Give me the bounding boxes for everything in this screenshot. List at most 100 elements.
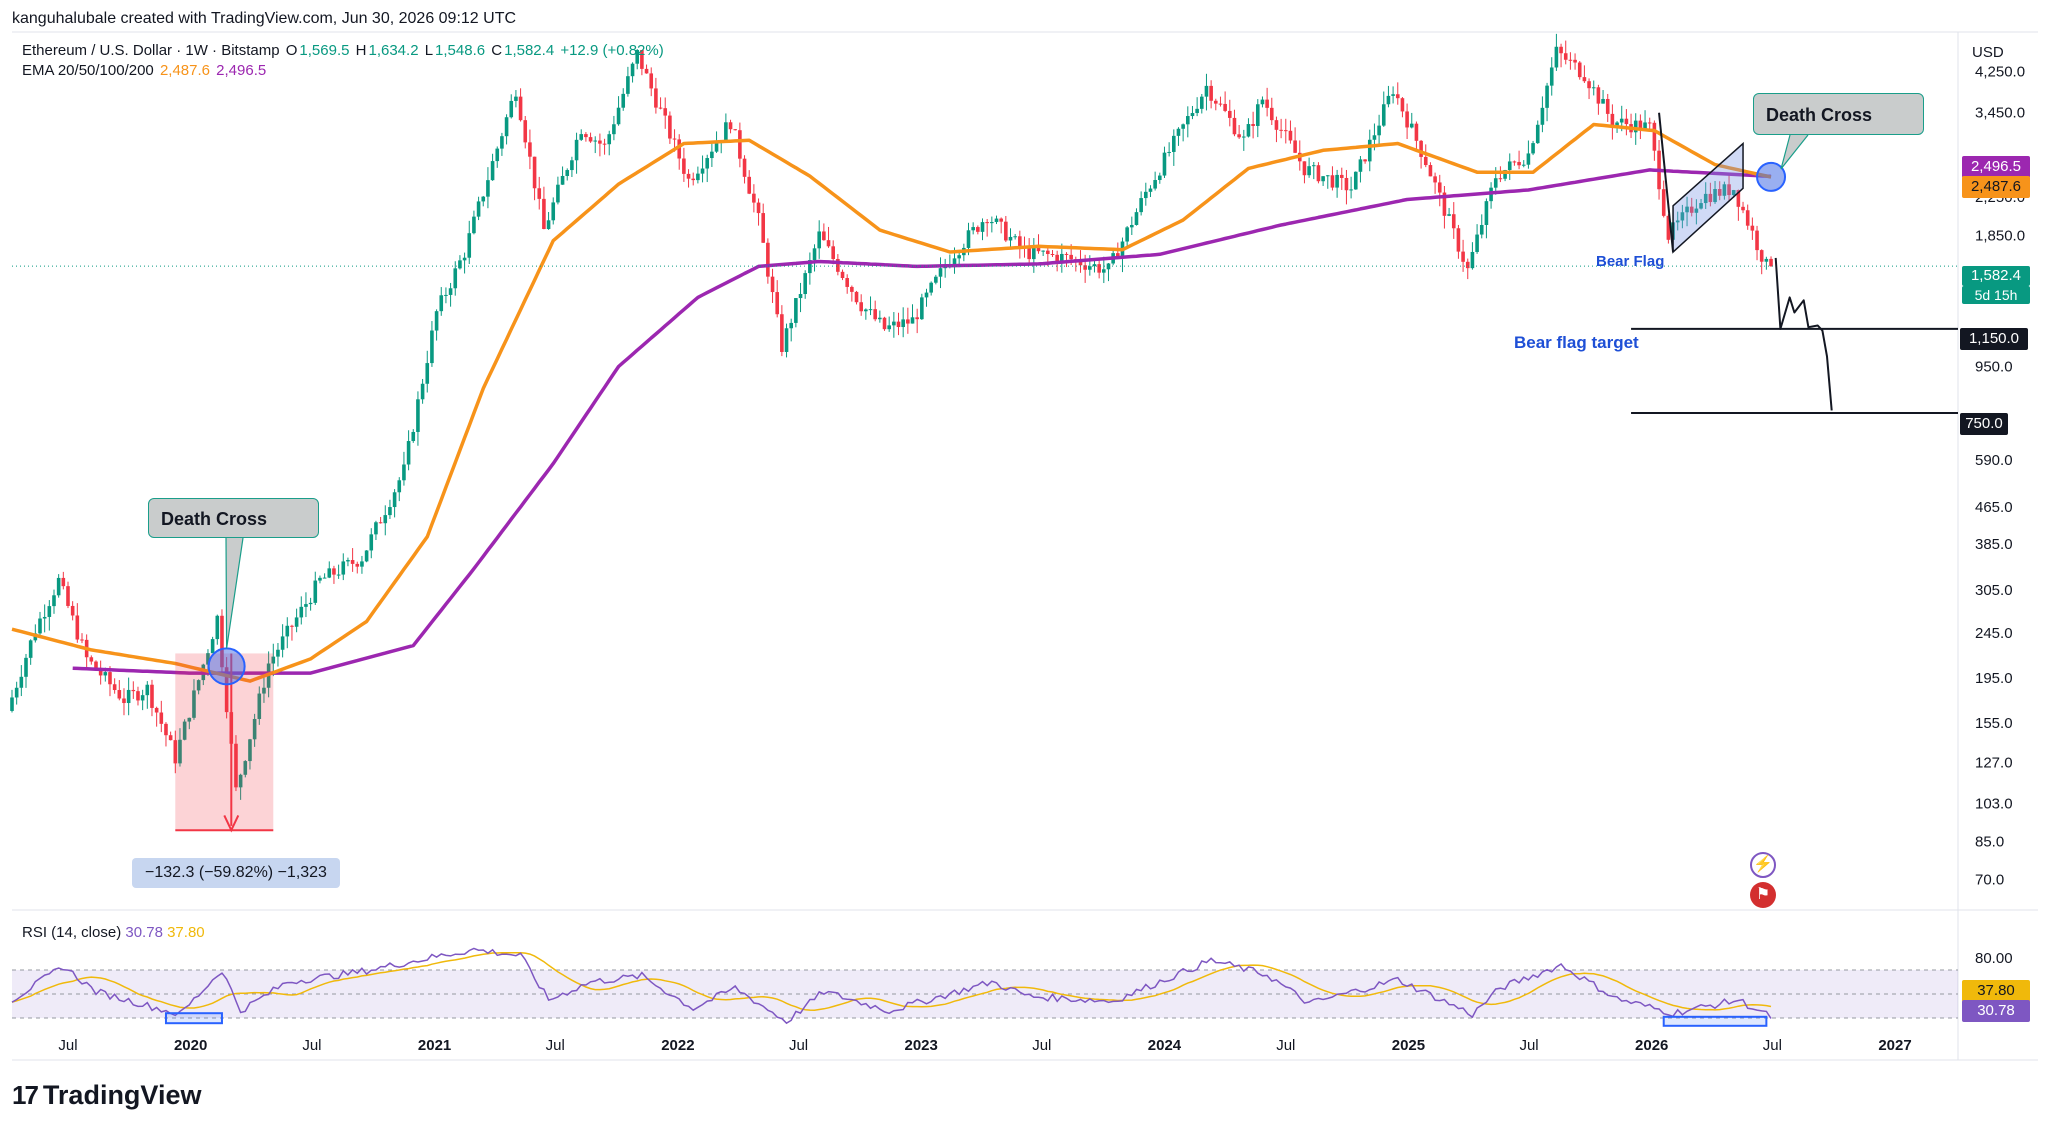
flag-icon[interactable]: ⚑ — [1750, 882, 1776, 908]
candle-body — [1004, 221, 1008, 241]
currency-label[interactable]: USD — [1972, 44, 2004, 61]
candle — [971, 222, 975, 235]
candle — [822, 223, 826, 241]
candle-body — [1601, 98, 1605, 104]
candle-body — [215, 615, 220, 640]
candle — [808, 252, 812, 285]
candle-body — [654, 88, 658, 108]
rsi-label[interactable]: RSI (14, close) — [22, 924, 122, 941]
candle-body — [416, 399, 420, 432]
candle-body — [598, 140, 602, 144]
candle-body — [1358, 159, 1363, 172]
candle — [1232, 109, 1237, 137]
candle — [854, 290, 859, 305]
ema50-line — [11, 122, 1772, 683]
symbol-name[interactable]: Ethereum / U.S. Dollar · 1W · Bitstamp — [22, 42, 280, 59]
candle — [644, 64, 649, 74]
candle — [1130, 216, 1134, 235]
candle — [1041, 250, 1045, 256]
candle — [607, 130, 612, 156]
candle-body — [364, 550, 369, 562]
candle — [1745, 204, 1750, 230]
candle-body — [1703, 193, 1708, 204]
candle-body — [1050, 254, 1055, 256]
candle-body — [1321, 176, 1325, 182]
candle — [341, 553, 346, 581]
candle-body — [1456, 228, 1461, 252]
candle — [425, 350, 430, 393]
candle — [1008, 228, 1013, 247]
candle — [318, 575, 322, 584]
candle-body — [1549, 67, 1554, 86]
candle-body — [924, 292, 929, 298]
candle — [1097, 257, 1101, 279]
candle-body — [826, 240, 831, 247]
candle — [1092, 260, 1097, 273]
candle-body — [10, 697, 14, 711]
candle-body — [738, 130, 742, 159]
candle-body — [1442, 192, 1447, 216]
candle — [1517, 150, 1521, 170]
candle-body — [971, 227, 975, 231]
candle-body — [1046, 250, 1050, 255]
candle-body — [1694, 208, 1699, 213]
candle — [1750, 217, 1755, 240]
candle — [980, 218, 985, 241]
lightning-icon[interactable]: ⚡ — [1750, 852, 1776, 878]
candle — [182, 719, 187, 741]
candle — [448, 282, 453, 307]
candle — [1736, 189, 1741, 221]
candle — [1050, 250, 1055, 257]
candle-body — [691, 178, 696, 181]
candle — [1685, 196, 1689, 227]
tradingview-logo[interactable]: 17 TradingView — [12, 1080, 201, 1111]
candle — [192, 679, 196, 720]
death-cross-callout-2026[interactable]: Death Cross — [1753, 93, 1924, 135]
candle-body — [1255, 104, 1260, 126]
candle — [490, 153, 495, 181]
candle-body — [1619, 118, 1624, 123]
candle-body — [1381, 104, 1386, 126]
candle — [1181, 123, 1185, 142]
candle-body — [1661, 189, 1666, 216]
time-tick-label: 2026 — [1635, 1037, 1668, 1054]
candle-body — [1713, 189, 1717, 203]
candle — [467, 220, 472, 265]
candle — [1260, 96, 1265, 108]
measure-arrow-head — [223, 815, 240, 833]
candle-body — [1190, 113, 1195, 117]
candle-body — [906, 319, 910, 324]
candle-body — [327, 568, 332, 578]
candle-body — [1209, 85, 1213, 101]
price-tick-label: 3,450.0 — [1975, 105, 2025, 122]
candle-body — [1745, 210, 1750, 226]
candle — [1172, 129, 1176, 166]
candle — [1475, 224, 1479, 254]
candle — [868, 296, 873, 316]
candle-body — [1573, 59, 1577, 63]
candle-body — [1722, 184, 1727, 196]
candle — [1032, 238, 1036, 273]
candle-body — [243, 761, 248, 775]
bear-flag-channel — [1672, 141, 1744, 254]
candle-body — [705, 158, 710, 169]
candle-body — [495, 148, 500, 162]
candle-body — [1587, 81, 1591, 89]
candle-body — [420, 383, 425, 400]
candle — [98, 660, 103, 685]
candle — [775, 280, 780, 318]
price-tick-label: 4,250.0 — [1975, 64, 2025, 81]
candle-body — [1027, 247, 1031, 260]
candle-body — [1251, 124, 1255, 126]
ema-label[interactable]: EMA 20/50/100/200 — [22, 62, 154, 79]
candle-body — [402, 464, 406, 481]
ema200-line — [72, 168, 1772, 675]
candle-body — [1013, 236, 1017, 238]
candle-body — [187, 717, 192, 722]
price-tick-label: 85.0 — [1975, 833, 2004, 850]
death-cross-callout-2020[interactable]: Death Cross — [148, 498, 319, 538]
candle — [364, 550, 369, 563]
candle-body — [1689, 206, 1694, 213]
candle-body — [1223, 103, 1227, 111]
